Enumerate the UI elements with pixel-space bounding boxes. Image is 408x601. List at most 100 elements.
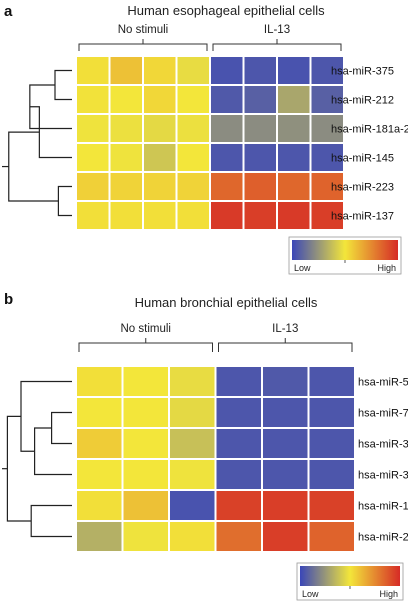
heatmap-cell [278,86,310,113]
color-legend: Low High [288,236,402,275]
heatmap-cell [144,57,176,84]
heatmap-cell [177,202,209,229]
group-label: IL-13 [264,24,290,36]
heatmap-cell [309,398,354,427]
row-label: hsa-miR-335 [358,439,408,451]
heatmap-cell [77,460,122,489]
heatmap-cell [278,144,310,171]
heatmap-cell [263,367,308,396]
heatmap-cell [110,144,142,171]
heatmap-cell [311,144,343,171]
heatmap-cell [144,173,176,200]
dendrogram-branch [8,131,59,202]
heatmap-cell [244,144,276,171]
heatmap-cell [123,367,168,396]
heatmap-cell [244,202,276,229]
heatmap-cell [244,173,276,200]
group-bracket [218,338,353,352]
heatmap-cell [110,173,142,200]
heatmap-cell [309,460,354,489]
legend-gradient-bar [300,566,400,586]
heatmap-cell [216,460,261,489]
heatmap-cell [278,115,310,142]
heatmap-panel-a: a Human esophageal epithelial cells No sti… [2,3,408,275]
row-label: hsa-miR-375 [358,470,408,482]
heatmap-cell [211,144,243,171]
heatmap-cell [177,86,209,113]
legend-low-label: Low [294,263,311,273]
heatmap-cell [144,115,176,142]
heatmap-cell [77,57,109,84]
heatmap-cell [278,173,310,200]
row-label: hsa-miR-565 [358,377,408,389]
heatmap-cell [123,460,168,489]
heatmap-cell [77,491,122,520]
row-label: hsa-miR-181a-2* [331,124,408,136]
heatmap-cell [311,57,343,84]
heatmap-cell [144,202,176,229]
color-legend: Low High [296,562,404,601]
group-label: IL-13 [272,323,298,335]
heatmap-cell [278,57,310,84]
heatmap-cell [263,460,308,489]
heatmap-cell [278,202,310,229]
heatmap-cell [244,57,276,84]
heatmap-cell [170,491,215,520]
heatmap-cell [144,86,176,113]
row-label: hsa-miR-212 [331,95,394,107]
heatmap-cell [211,86,243,113]
heatmap-cell [216,522,261,551]
heatmap-cell [211,57,243,84]
chart-title: Human esophageal epithelial cells [127,3,325,18]
heatmap-panel-b: b Human bronchial epithelial cells No stim… [2,291,408,601]
row-label: hsa-miR-203 [358,532,408,544]
heatmap-cell [77,115,109,142]
dendrogram-branch [57,185,72,217]
heatmap-cell [170,398,215,427]
chart-title: Human bronchial epithelial cells [135,295,318,310]
heatmap-cell [77,202,109,229]
heatmap-cell [77,173,109,200]
heatmap-background [76,366,355,552]
group-label: No stimuli [118,24,168,36]
legend-high-label: High [377,263,396,273]
group-bracket [78,39,208,51]
heatmap-cell [216,429,261,458]
heatmap-cell [309,429,354,458]
heatmap-cell [77,144,109,171]
heatmap-cell [211,202,243,229]
panel-letter: a [4,3,13,20]
heatmap-cell [170,367,215,396]
row-label: hsa-miR-7 [358,408,408,420]
heatmap-cell [309,522,354,551]
heatmap-cell [211,173,243,200]
heatmap-cell [263,398,308,427]
dendrogram-branch [6,415,32,522]
row-label: hsa-miR-223 [331,182,394,194]
dendrogram-branch [20,380,72,452]
heatmap-cell [110,115,142,142]
heatmap-cell [77,522,122,551]
heatmap-cell [170,460,215,489]
heatmap-cell [123,429,168,458]
heatmap-cell [77,367,122,396]
heatmap-cell [77,86,109,113]
heatmap-cell [177,57,209,84]
legend-gradient-bar [292,240,398,260]
dendrogram-branch [34,427,72,476]
heatmap-cell [309,491,354,520]
row-label: hsa-miR-375 [331,66,394,78]
panel-letter: b [4,291,13,308]
heatmap-cell [309,367,354,396]
heatmap-cell [216,491,261,520]
heatmap-cell [110,86,142,113]
heatmap-cell [311,173,343,200]
heatmap-cell [244,86,276,113]
heatmap-cell [263,491,308,520]
heatmap-cell [177,144,209,171]
heatmap-cell [170,522,215,551]
group-label: No stimuli [121,323,171,335]
heatmap-cell [110,202,142,229]
heatmap-cell [77,398,122,427]
heatmap-cell [244,115,276,142]
